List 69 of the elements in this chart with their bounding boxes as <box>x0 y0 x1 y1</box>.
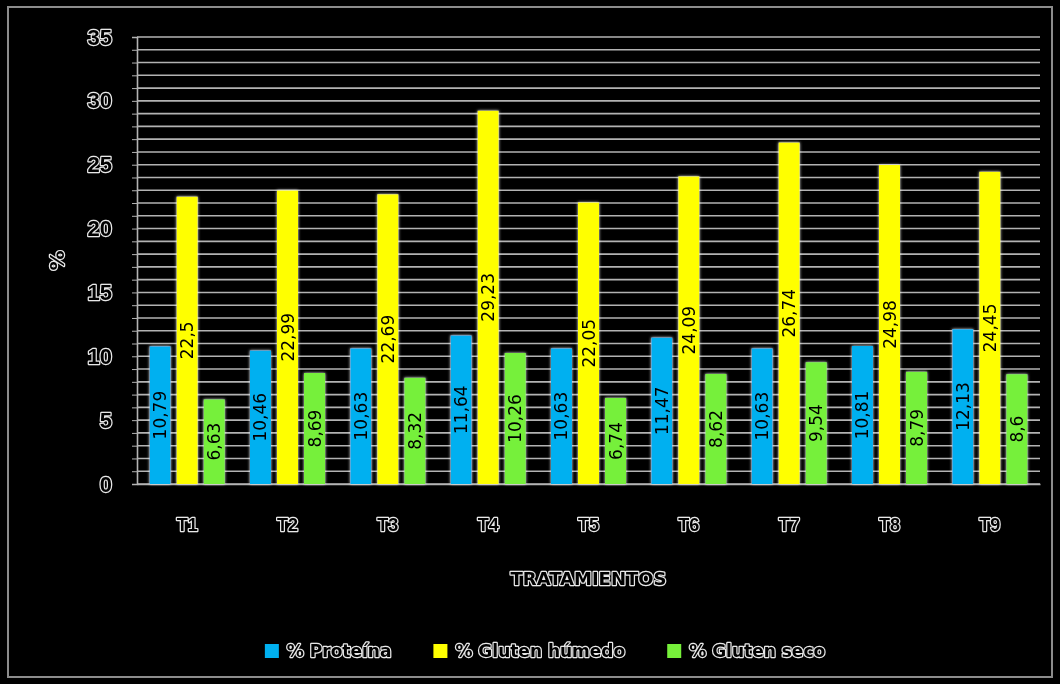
data-label: 22,05 <box>578 318 599 368</box>
x-tick-label: T4 <box>477 514 499 535</box>
data-label: 8,6 <box>1006 415 1027 443</box>
x-axis-title: TRATAMIENTOS <box>510 568 667 589</box>
x-tick-label: T8 <box>878 514 901 535</box>
x-tick-label: T9 <box>979 514 1001 535</box>
bar <box>778 142 800 484</box>
x-tick-label: T6 <box>678 514 700 535</box>
data-label: 10,81 <box>852 390 873 440</box>
data-label: 9,54 <box>806 404 827 443</box>
bar <box>477 110 499 484</box>
bar <box>450 335 472 484</box>
data-label: 10,26 <box>505 394 526 443</box>
data-label: 29,23 <box>478 273 499 322</box>
bar <box>249 350 271 484</box>
data-label: 10,63 <box>551 391 572 441</box>
bar <box>350 348 372 484</box>
data-label: 8,62 <box>705 410 726 448</box>
data-label: 11,47 <box>651 386 672 436</box>
y-tick-label: 20 <box>87 216 112 242</box>
bar <box>276 190 299 484</box>
data-label: 8,79 <box>906 408 927 447</box>
bar <box>805 362 827 484</box>
data-label: 6,74 <box>605 422 626 460</box>
data-label: 12,13 <box>952 382 973 431</box>
y-tick-label: 15 <box>87 279 112 305</box>
x-tick-label: T5 <box>577 514 600 535</box>
data-label: 26,74 <box>779 288 800 338</box>
y-tick-label: 0 <box>99 471 112 497</box>
x-tick-label: T3 <box>377 514 399 535</box>
y-tick-label: 5 <box>99 407 112 433</box>
data-label: 10,79 <box>150 390 171 440</box>
data-label: 8,32 <box>404 411 425 450</box>
bar <box>651 337 673 484</box>
y-tick-label: 25 <box>87 152 112 178</box>
bar <box>678 176 700 484</box>
bar <box>577 202 600 484</box>
bar <box>550 348 572 484</box>
data-label: 10,63 <box>350 391 371 441</box>
bar <box>1006 374 1028 484</box>
data-label: 24,09 <box>678 305 699 355</box>
data-label: 22,5 <box>177 321 198 360</box>
bar <box>176 196 198 484</box>
data-label: 10,63 <box>752 391 773 441</box>
legend-label: % Gluten húmedo <box>455 641 626 661</box>
x-tick-label: T1 <box>176 514 198 535</box>
y-tick-label: 30 <box>87 88 112 114</box>
data-label: 24,45 <box>979 303 1000 353</box>
x-tick-label: T7 <box>778 514 800 535</box>
legend-label: % Proteína <box>286 641 392 661</box>
bar <box>979 171 1001 484</box>
bar <box>149 346 171 484</box>
data-label: 22,69 <box>377 314 398 364</box>
bar <box>952 329 974 484</box>
x-tick-label: T2 <box>276 514 299 535</box>
legend-label: % Gluten seco <box>689 641 826 661</box>
bar <box>878 164 901 484</box>
data-label: 10,46 <box>250 392 271 442</box>
data-label: 24,98 <box>879 300 900 349</box>
bar <box>751 348 773 484</box>
y-axis-title: % <box>45 250 69 271</box>
y-tick-label: 10 <box>87 343 112 369</box>
data-label: 11,64 <box>451 385 472 435</box>
data-label: 22,99 <box>277 312 298 362</box>
data-label: 6,63 <box>204 422 225 461</box>
y-tick-label: 35 <box>87 24 112 50</box>
data-label: 8,69 <box>304 409 325 448</box>
bar <box>851 345 873 484</box>
bar <box>377 194 399 484</box>
